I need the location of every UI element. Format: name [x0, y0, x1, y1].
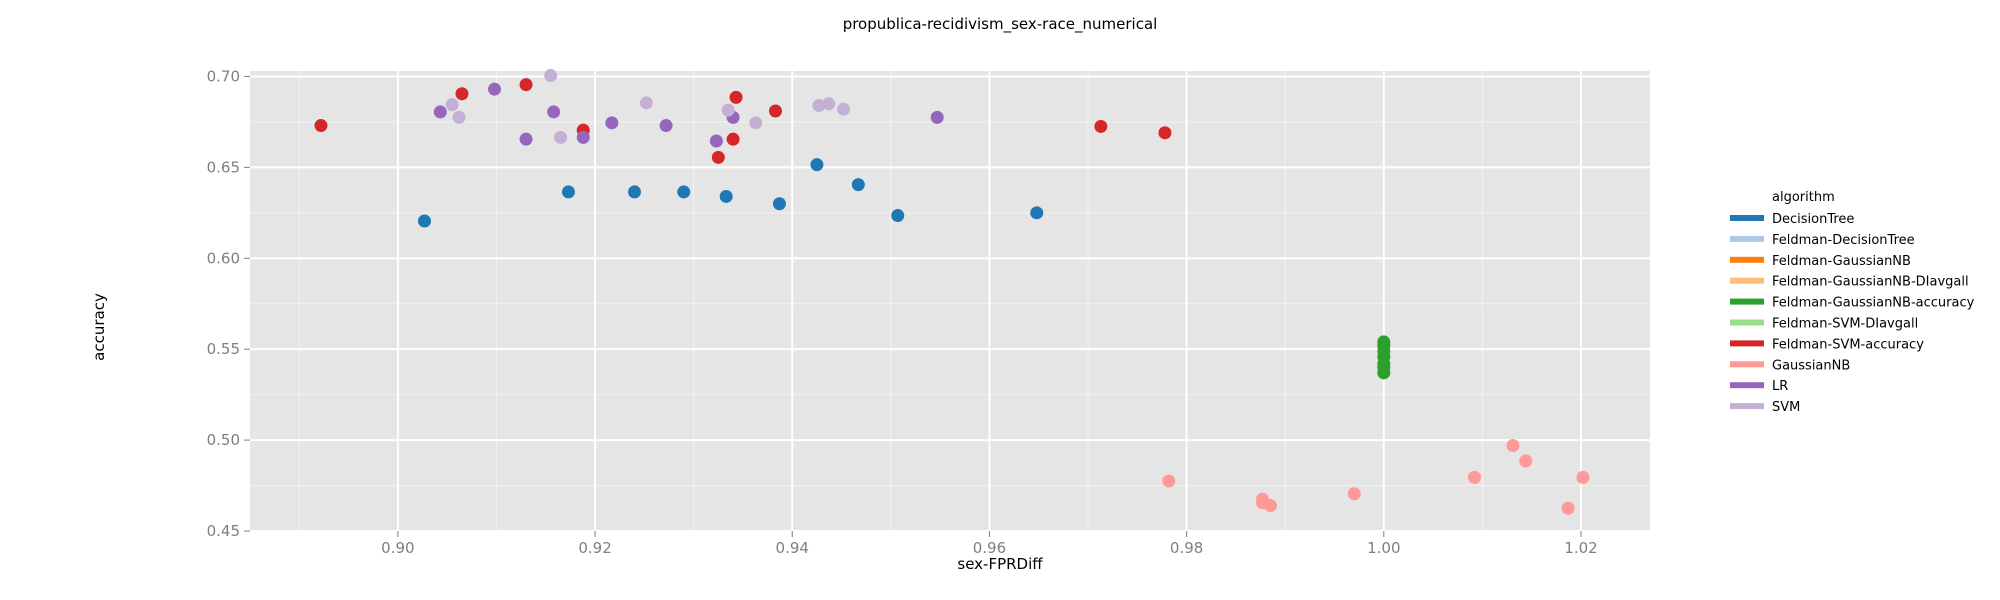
point-feldman-svm-accuracy	[455, 87, 469, 101]
legend-swatch	[1730, 256, 1764, 263]
x-axis-label: sex-FPRDiff	[957, 555, 1043, 573]
legend-label: Feldman-GaussianNB-DIavgall	[1772, 275, 1969, 290]
x-tick-label: 1.02	[1564, 539, 1597, 557]
point-gaussiannb	[1506, 439, 1520, 453]
x-axis-ticks: 0.90 0.92 0.94 0.96 0.98 1.00 1.02	[381, 531, 1598, 557]
point-lr	[605, 116, 619, 130]
point-feldman-gaussiannb-accuracy	[1377, 366, 1391, 380]
legend-swatch	[1730, 382, 1764, 389]
point-svm	[452, 110, 466, 124]
legend-swatch	[1730, 319, 1764, 326]
y-tick-label: 0.65	[207, 158, 240, 176]
point-svm	[749, 116, 763, 130]
legend-swatch	[1730, 235, 1764, 242]
point-gaussiannb	[1347, 487, 1361, 501]
point-lr	[709, 134, 723, 148]
data-points	[314, 69, 1590, 515]
legend-swatch	[1730, 298, 1764, 305]
point-lr	[519, 132, 533, 146]
x-tick-label: 1.00	[1367, 539, 1400, 557]
point-lr	[659, 119, 673, 133]
legend-label: Feldman-DecisionTree	[1772, 233, 1915, 248]
legend-label: Feldman-GaussianNB-accuracy	[1772, 296, 1975, 311]
grid-lines	[250, 71, 1650, 532]
point-svm	[837, 102, 851, 116]
point-feldman-svm-accuracy	[314, 119, 328, 133]
point-lr	[576, 130, 590, 144]
legend-label: DecisionTree	[1772, 212, 1854, 227]
legend-title: algorithm	[1772, 190, 1835, 205]
y-tick-label: 0.70	[207, 67, 240, 85]
legend-swatch	[1730, 340, 1764, 347]
x-tick-label: 0.90	[381, 539, 414, 557]
y-axis-ticks: 0.45 0.50 0.55 0.60 0.65 0.70	[207, 67, 250, 540]
y-tick-label: 0.60	[207, 249, 240, 267]
point-decisiontree	[772, 197, 786, 211]
point-feldman-svm-accuracy	[768, 104, 782, 118]
point-feldman-svm-accuracy	[711, 150, 725, 164]
point-svm	[554, 130, 568, 144]
legend-swatch	[1730, 403, 1764, 410]
y-tick-label: 0.50	[207, 431, 240, 449]
legend-swatch	[1730, 361, 1764, 368]
legend-label: GaussianNB	[1772, 358, 1850, 373]
point-feldman-svm-accuracy	[1094, 119, 1108, 133]
x-tick-label: 0.92	[578, 539, 611, 557]
point-decisiontree	[1030, 206, 1044, 220]
point-svm	[544, 69, 558, 83]
y-tick-label: 0.45	[207, 522, 240, 540]
x-tick-label: 0.98	[1170, 539, 1203, 557]
point-lr	[433, 105, 447, 119]
point-decisiontree	[810, 158, 824, 172]
point-feldman-svm-accuracy	[729, 90, 743, 104]
legend-label: SVM	[1772, 400, 1800, 415]
point-svm	[822, 97, 836, 111]
y-tick-label: 0.55	[207, 340, 240, 358]
point-decisiontree	[418, 214, 432, 228]
point-gaussiannb	[1162, 474, 1176, 488]
legend-swatch	[1730, 215, 1764, 221]
x-tick-label: 0.96	[973, 539, 1006, 557]
legend-label: LR	[1772, 379, 1788, 394]
y-axis-label: accuracy	[90, 293, 108, 361]
point-gaussiannb	[1468, 470, 1482, 484]
point-feldman-svm-accuracy	[726, 132, 740, 146]
point-gaussiannb	[1519, 454, 1533, 468]
plot-background	[250, 71, 1650, 531]
point-lr	[488, 82, 502, 96]
point-svm	[721, 103, 735, 117]
point-gaussiannb	[1576, 470, 1590, 484]
point-decisiontree	[561, 185, 575, 199]
point-svm	[445, 98, 459, 112]
point-feldman-svm-accuracy	[519, 78, 533, 92]
legend-label: Feldman-GaussianNB	[1772, 254, 1911, 269]
point-svm	[639, 96, 653, 110]
point-feldman-svm-accuracy	[1158, 126, 1172, 140]
chart-title: propublica-recidivism_sex-race_numerical	[843, 15, 1158, 34]
legend-label: Feldman-SVM-DIavgall	[1772, 317, 1918, 332]
legend-swatch	[1730, 277, 1764, 284]
legend: algorithm DecisionTree Feldman-DecisionTr…	[1730, 190, 1975, 415]
point-decisiontree	[677, 185, 691, 199]
point-lr	[547, 105, 561, 119]
legend-label: Feldman-SVM-accuracy	[1772, 337, 1924, 352]
point-decisiontree	[851, 178, 865, 192]
point-decisiontree	[719, 189, 733, 203]
point-lr	[930, 110, 944, 124]
point-gaussiannb	[1263, 499, 1277, 513]
point-svm	[812, 99, 826, 113]
point-decisiontree	[891, 209, 905, 223]
point-gaussiannb	[1561, 501, 1575, 515]
point-decisiontree	[628, 185, 642, 199]
x-tick-label: 0.94	[776, 539, 809, 557]
